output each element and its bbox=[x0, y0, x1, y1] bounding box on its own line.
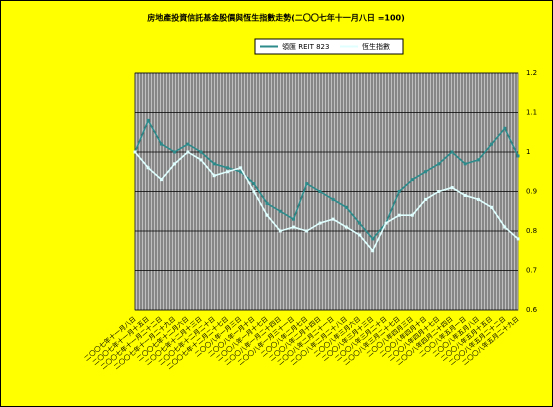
point-marker bbox=[476, 197, 480, 201]
point-marker bbox=[450, 150, 454, 154]
point-marker bbox=[450, 186, 454, 190]
y-tick-label: 0.6 bbox=[526, 306, 538, 314]
y-tick-label: 1 bbox=[526, 148, 530, 156]
point-marker bbox=[212, 162, 216, 166]
point-marker bbox=[490, 142, 494, 146]
point-marker bbox=[265, 213, 269, 217]
point-marker bbox=[344, 205, 348, 209]
point-marker bbox=[490, 205, 494, 209]
point-marker bbox=[397, 190, 401, 193]
point-marker bbox=[239, 166, 243, 170]
point-marker bbox=[476, 158, 480, 162]
point-marker bbox=[239, 170, 243, 174]
point-marker bbox=[371, 237, 375, 241]
point-marker bbox=[146, 118, 150, 122]
point-marker bbox=[291, 225, 295, 229]
point-marker bbox=[437, 162, 441, 166]
point-marker bbox=[291, 217, 295, 221]
chart-title: 房地產投資信託基金股價與恆生指數走勢(二〇〇七年十一月八日 =100) bbox=[147, 13, 405, 23]
point-marker bbox=[318, 221, 322, 225]
point-marker bbox=[503, 225, 507, 229]
point-marker bbox=[437, 190, 441, 193]
point-marker bbox=[463, 162, 467, 166]
point-marker bbox=[173, 162, 177, 166]
point-marker bbox=[186, 142, 190, 146]
point-marker bbox=[358, 233, 362, 237]
y-tick-label: 0.7 bbox=[526, 267, 537, 275]
point-marker bbox=[305, 229, 309, 233]
point-marker bbox=[159, 178, 163, 182]
point-marker bbox=[516, 154, 520, 158]
point-marker bbox=[199, 158, 203, 162]
point-marker bbox=[318, 190, 322, 193]
point-marker bbox=[173, 150, 177, 154]
point-marker bbox=[397, 213, 401, 217]
series-line bbox=[134, 118, 519, 241]
point-marker bbox=[278, 229, 282, 233]
point-marker bbox=[424, 197, 428, 201]
point-marker bbox=[212, 174, 216, 178]
point-marker bbox=[371, 249, 375, 253]
point-marker bbox=[199, 150, 203, 154]
point-marker bbox=[503, 126, 507, 130]
point-marker bbox=[225, 166, 229, 170]
point-marker bbox=[159, 142, 163, 146]
point-marker bbox=[146, 166, 150, 170]
y-tick-label: 1.1 bbox=[526, 109, 537, 117]
point-marker bbox=[331, 197, 335, 201]
y-tick-label: 0.9 bbox=[526, 188, 537, 196]
point-marker bbox=[331, 217, 335, 221]
legend-label: 恆生指數 bbox=[362, 42, 390, 51]
point-marker bbox=[410, 213, 414, 217]
point-marker bbox=[424, 170, 428, 174]
point-marker bbox=[186, 150, 190, 154]
y-tick-label: 1.2 bbox=[526, 69, 537, 77]
point-marker bbox=[252, 182, 256, 186]
point-marker bbox=[516, 237, 520, 241]
point-marker bbox=[384, 221, 388, 225]
point-marker bbox=[305, 182, 309, 186]
point-marker bbox=[225, 170, 229, 174]
point-marker bbox=[463, 193, 467, 197]
point-marker bbox=[265, 201, 269, 205]
legend bbox=[254, 38, 404, 55]
legend-label: 領匯 REIT 823 bbox=[282, 42, 329, 51]
point-marker bbox=[133, 150, 137, 154]
series-line bbox=[134, 151, 519, 253]
y-tick-label: 0.8 bbox=[526, 227, 537, 235]
point-marker bbox=[278, 209, 282, 213]
point-marker bbox=[252, 190, 256, 193]
point-marker bbox=[410, 178, 414, 182]
point-marker bbox=[358, 221, 362, 225]
point-marker bbox=[344, 225, 348, 229]
